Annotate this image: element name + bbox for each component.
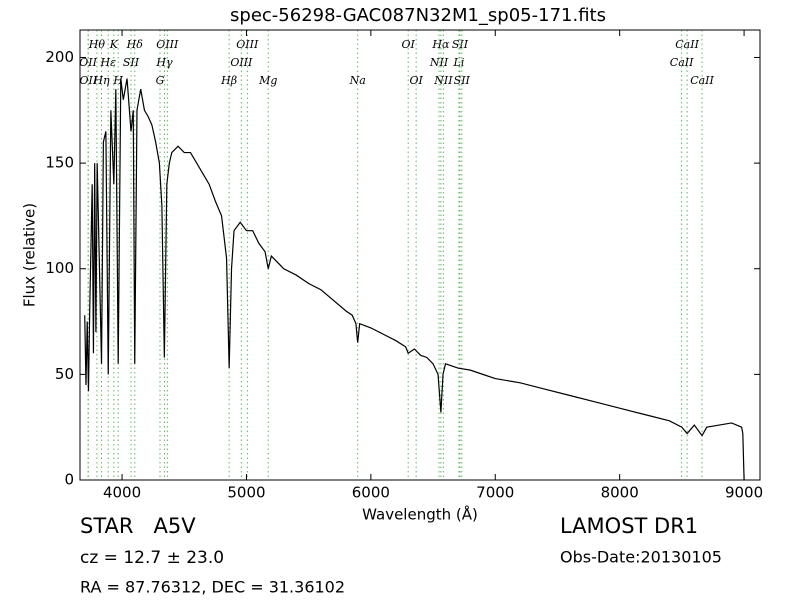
x-tick-label: 9000: [725, 484, 763, 502]
x-tick-label: 4000: [103, 484, 141, 502]
line-label: OIII: [236, 38, 259, 51]
line-label: OI: [401, 38, 415, 51]
line-label: SII: [454, 74, 471, 87]
line-label: NII: [433, 74, 453, 87]
y-tick-label: 50: [55, 365, 74, 383]
x-tick-label: 8000: [601, 484, 639, 502]
line-label: H: [112, 74, 123, 87]
line-label: OIII: [230, 56, 253, 69]
line-label: NII: [429, 56, 449, 69]
line-label: CaII: [675, 38, 699, 51]
line-label: OI: [409, 74, 423, 87]
line-label: Hα: [431, 38, 450, 51]
survey: LAMOST DR1: [560, 514, 698, 538]
line-label: Li: [453, 56, 465, 69]
line-label: Hη: [92, 74, 110, 87]
plot-frame: [79, 29, 761, 481]
line-label: Hβ: [220, 74, 237, 87]
spectrum-line: [84, 78, 745, 481]
y-tick-label: 200: [45, 48, 74, 66]
chart-title: spec-56298-GAC087N32M1_sp05-171.fits: [230, 5, 606, 26]
coordinates: RA = 87.76312, DEC = 31.36102: [80, 578, 345, 597]
line-label: OIII: [156, 38, 179, 51]
line-label: CaII: [670, 56, 694, 69]
line-label: SII: [123, 56, 140, 69]
obs-date: Obs-Date:20130105: [560, 548, 722, 567]
x-tick-label: 7000: [476, 484, 514, 502]
line-label: K: [109, 38, 119, 51]
line-label: G: [156, 74, 165, 87]
line-label: SII: [452, 38, 469, 51]
y-tick-label: 100: [45, 259, 74, 277]
y-tick-label: 150: [45, 154, 74, 172]
x-tick-label: 5000: [227, 484, 265, 502]
line-label: Hγ: [155, 56, 173, 69]
x-axis-label: Wavelength (Å): [362, 505, 478, 524]
line-label: Hδ: [126, 38, 144, 51]
object-class: STAR A5V: [80, 514, 196, 538]
line-label: Hε: [99, 56, 116, 69]
y-axis-label: Flux (relative): [21, 203, 39, 307]
line-label: Hθ: [88, 38, 106, 51]
line-label: OII: [79, 74, 97, 87]
line-label: Mg: [258, 74, 277, 87]
line-label: CaII: [690, 74, 714, 87]
x-tick-label: 6000: [352, 484, 390, 502]
y-tick-label: 0: [64, 471, 74, 489]
line-label: Na: [349, 74, 366, 87]
redshift: cz = 12.7 ± 23.0: [80, 548, 224, 568]
